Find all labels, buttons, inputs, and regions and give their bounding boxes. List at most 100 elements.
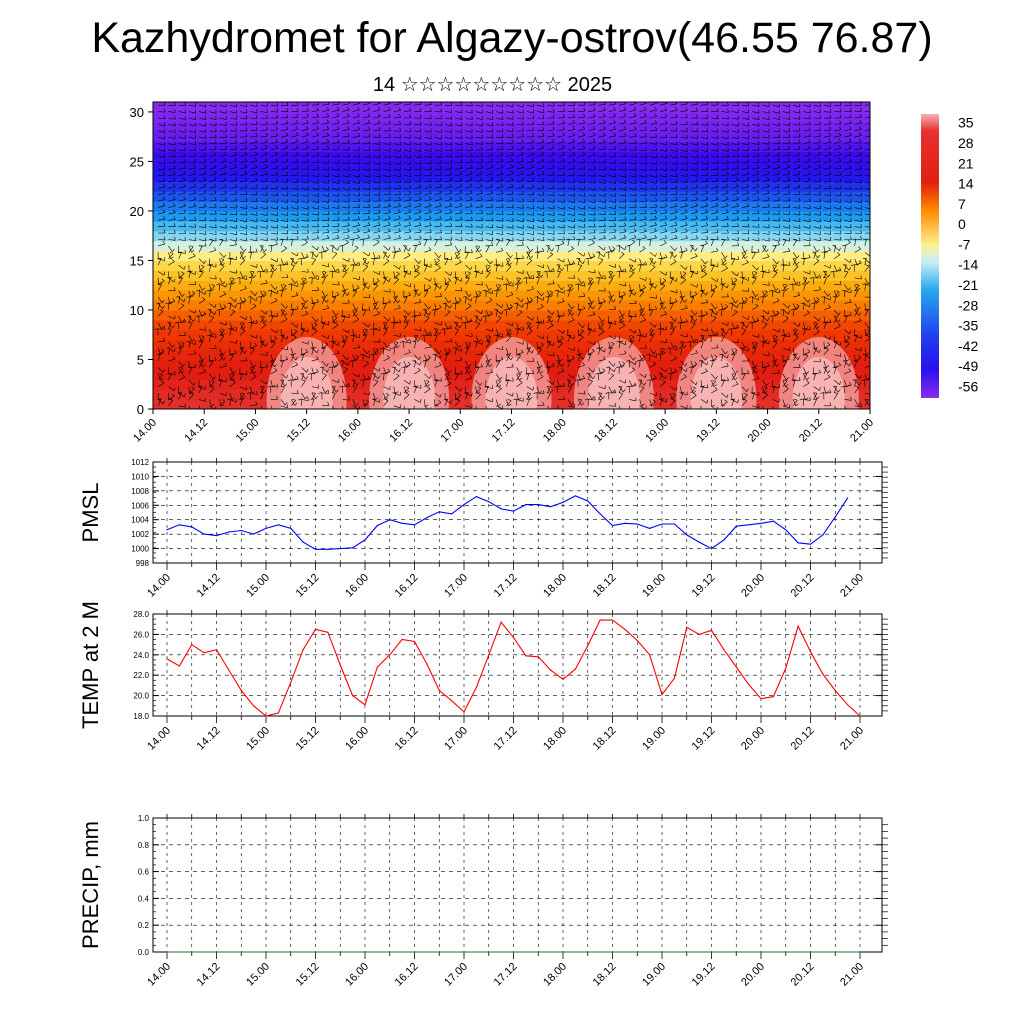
wind-barb (557, 154, 565, 157)
wind-barb-flag (306, 119, 309, 124)
wind-barb-flag (583, 113, 586, 118)
wind-barb-flag (265, 171, 268, 175)
wind-barb (690, 245, 696, 252)
wind-barb-flag (174, 153, 176, 158)
wind-barb-flag (664, 106, 668, 111)
wind-barb (414, 211, 422, 215)
wind-barb-flag (563, 185, 565, 190)
wind-barb (731, 130, 739, 133)
wind-barb (219, 252, 225, 258)
wind-barb-flag (859, 126, 862, 130)
wind-barb-flag (686, 178, 688, 183)
wind-barb-flag (849, 114, 852, 118)
wind-barb (393, 224, 401, 228)
wind-barb-flag (450, 171, 453, 175)
wind-barb (414, 187, 422, 189)
wind-barb (721, 136, 729, 140)
wind-barb (362, 122, 370, 125)
wind-barb (229, 130, 237, 132)
wind-barb (516, 148, 524, 151)
wind-barb-flag (839, 171, 842, 176)
wind-barb (424, 193, 432, 196)
wind-barb-flag (163, 229, 166, 234)
wind-barb-flag (246, 115, 248, 120)
wind-barb (281, 168, 289, 170)
wind-barb-flag (614, 146, 617, 150)
wind-barb (414, 199, 422, 202)
wind-barb-flag (184, 153, 186, 157)
wind-barb-flag (838, 151, 842, 155)
wind-barb (608, 248, 616, 253)
wind-barb-flag (429, 178, 432, 182)
wind-barb-flag (572, 151, 575, 156)
wind-barb (680, 193, 688, 196)
wind-barb-flag (829, 236, 832, 241)
wind-barb-flag (757, 203, 760, 207)
wind-barb (834, 200, 842, 203)
wind-barb (793, 226, 801, 229)
wind-barb-flag (696, 121, 699, 126)
wind-barb-flag (500, 164, 504, 168)
wind-barb (158, 199, 165, 202)
wind-barb (670, 103, 678, 106)
wind-barb-flag (327, 166, 330, 171)
wind-barb (270, 200, 278, 203)
wind-barb (578, 141, 585, 144)
wind-barb-flag (808, 177, 811, 182)
wind-barb-flag (654, 221, 657, 226)
wind-barb-flag (307, 179, 309, 184)
wind-barb-flag (470, 189, 473, 194)
wind-barb-flag (389, 179, 391, 184)
wind-barb-flag (818, 171, 821, 175)
wind-barb (475, 179, 483, 183)
wind-barb (670, 156, 678, 159)
wind-barb-flag (440, 236, 442, 240)
wind-barb-flag (266, 114, 268, 119)
wind-barb-flag (183, 216, 186, 221)
wind-barb (434, 117, 442, 120)
wind-barb-flag (287, 224, 289, 228)
wind-barb (250, 117, 258, 120)
wind-barb-flag (295, 132, 299, 136)
wind-barb (537, 174, 545, 176)
wind-barb (537, 181, 545, 183)
wind-barb-flag (327, 159, 330, 164)
wind-barb-flag (847, 240, 851, 243)
wind-barb-flag (317, 173, 319, 177)
wind-barb (649, 149, 657, 152)
wind-barb (864, 135, 870, 138)
wind-barb (659, 206, 668, 208)
wind-barb-flag (675, 197, 678, 201)
wind-barb (250, 207, 258, 210)
wind-barb (598, 110, 606, 112)
wind-barb-flag (378, 203, 381, 208)
wind-barb-flag (552, 132, 555, 137)
wind-barb (670, 200, 678, 202)
wind-barb (670, 237, 678, 240)
wind-barb (567, 181, 575, 183)
wind-barb-flag (317, 223, 320, 227)
wind-barb-flag (798, 184, 801, 188)
wind-barb (834, 123, 842, 125)
wind-barb-flag (234, 145, 238, 150)
wind-barb (321, 175, 329, 178)
wind-barb (700, 245, 704, 253)
wind-barb (700, 104, 708, 106)
wind-barb-flag (511, 145, 514, 150)
wind-barb (690, 224, 698, 228)
wind-barb-flag (522, 197, 524, 202)
wind-barb (618, 194, 626, 197)
wind-barb-flag (481, 140, 483, 145)
wind-barb-flag (757, 248, 760, 253)
wind-barb (854, 141, 862, 144)
wind-barb (649, 231, 657, 234)
wind-barb-flag (852, 238, 856, 240)
wind-barb (659, 242, 667, 247)
wind-barb (772, 239, 780, 242)
wind-barb (209, 220, 217, 222)
wind-barb (301, 252, 305, 259)
wind-barb-flag (172, 189, 176, 194)
wind-barb-flag (470, 209, 473, 214)
wind-barb (250, 111, 258, 114)
wind-barb-flag (255, 184, 258, 189)
